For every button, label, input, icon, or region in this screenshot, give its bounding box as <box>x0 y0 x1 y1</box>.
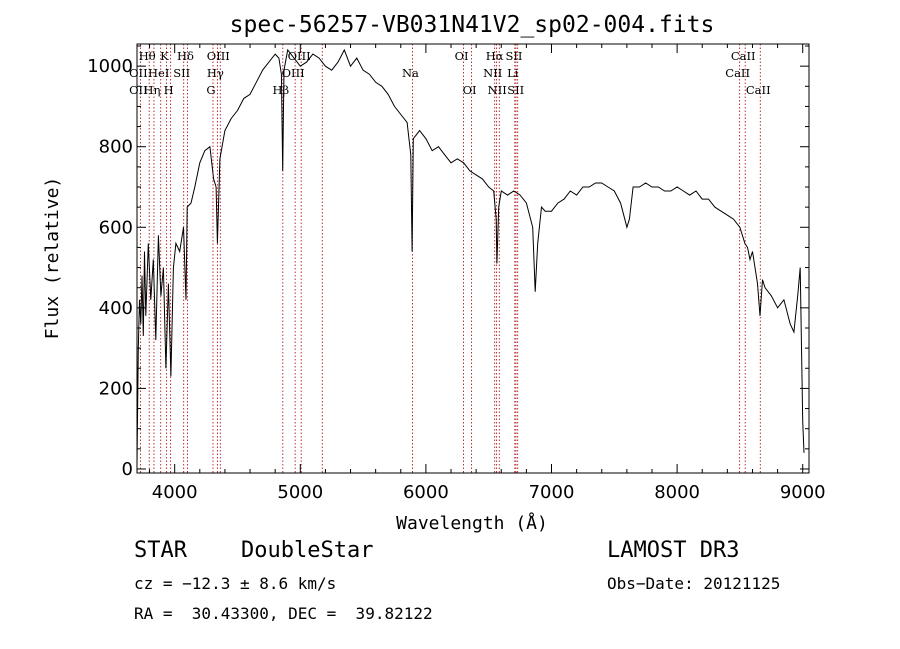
y-tick-label: 200 <box>99 378 133 399</box>
observation-date: Obs−Date: 20121125 <box>607 574 781 593</box>
y-axis-label: Flux (relative) <box>42 177 63 340</box>
y-tick-label: 1000 <box>87 56 133 77</box>
emission-line-label: Li <box>507 66 519 80</box>
emission-line-label: Hγ <box>207 66 224 80</box>
x-tick-label: 6000 <box>403 482 449 503</box>
emission-line-label: NII <box>483 66 502 80</box>
x-tick-label: 8000 <box>654 482 700 503</box>
emission-line-label: HeI <box>148 66 169 80</box>
emission-line-label: K <box>160 49 169 63</box>
emission-line-label: CaII <box>731 49 756 63</box>
emission-line-label: Na <box>402 66 419 80</box>
y-tick-label: 0 <box>122 459 133 480</box>
object-subclass: DoubleStar <box>241 538 374 563</box>
emission-line-label: Hβ <box>272 83 289 97</box>
x-tick-label: 4000 <box>152 482 198 503</box>
x-tick-label: 9000 <box>780 482 826 503</box>
x-axis-label: Wavelength (Å) <box>396 512 548 534</box>
emission-line-label: OII <box>129 83 148 97</box>
emission-line-label: OII <box>129 66 148 80</box>
axis-ticks: 4000 5000 6000 7000 8000 9000 0 200 400 600 800 100… <box>87 44 826 503</box>
emission-line-label: OI <box>463 83 477 97</box>
emission-line-label: OIII <box>288 49 311 63</box>
object-class: STAR <box>134 538 187 563</box>
emission-line-label: H <box>164 83 174 97</box>
plot-frame <box>136 43 810 474</box>
emission-line-label: G <box>206 83 215 97</box>
chart-title: spec-56257-VB031N41V2_sp02-004.fits <box>230 12 715 38</box>
emission-line-label: OI <box>455 49 469 63</box>
survey-name: LAMOST DR3 <box>607 538 740 563</box>
emission-line-label: SII <box>507 83 524 97</box>
emission-line-label: NII <box>488 83 507 97</box>
emission-line-label: Hη <box>143 83 160 97</box>
emission-line-label: Hα <box>486 49 504 63</box>
emission-line-label: Hδ <box>177 49 194 63</box>
emission-line-label: CaII <box>725 66 750 80</box>
emission-line-label: Hθ <box>139 49 156 63</box>
emission-line-label: OIII <box>207 49 230 63</box>
emission-line-label: CaII <box>746 83 771 97</box>
y-tick-label: 400 <box>99 298 133 319</box>
emission-line-markers <box>139 44 761 473</box>
y-tick-label: 800 <box>99 137 133 158</box>
redshift-info: cz = −12.3 ± 8.6 km/s <box>134 574 337 593</box>
x-tick-label: 5000 <box>277 482 323 503</box>
emission-line-label: SII <box>505 49 522 63</box>
coordinates: RA = 30.43300, DEC = 39.82122 <box>134 604 433 623</box>
y-tick-label: 600 <box>99 217 133 238</box>
emission-line-label: SII <box>173 66 190 80</box>
x-tick-label: 7000 <box>529 482 575 503</box>
spectrum-line <box>136 48 805 465</box>
emission-line-label: OIII <box>282 66 305 80</box>
